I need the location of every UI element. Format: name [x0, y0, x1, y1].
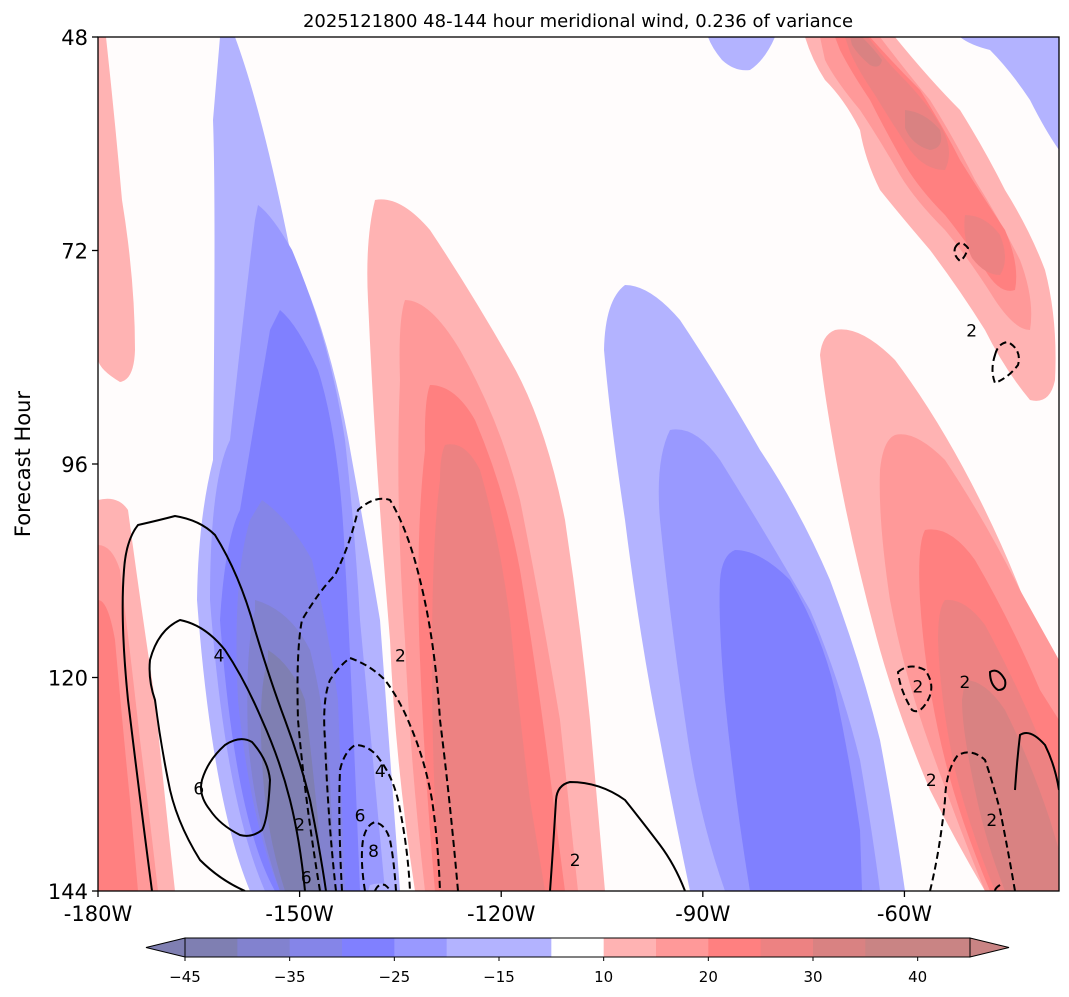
contour-label: 2 [570, 851, 581, 871]
contour-line-neg-2-mid [296, 497, 459, 891]
y-tick-label: 144 [48, 880, 88, 904]
contour-label: 6 [301, 869, 312, 889]
contour-label: 2 [960, 673, 971, 693]
x-tick-label: -120W [467, 902, 536, 926]
colorbar-extend-high [969, 937, 1010, 958]
x-tick-label: -90W [675, 902, 730, 926]
colorbar-segment [760, 938, 814, 957]
colorbar-segment [499, 938, 552, 957]
contour-fill-pos-e-5 [962, 680, 1059, 891]
colorbar-segment [813, 938, 866, 957]
contour-fill-neg-ne-2 [708, 37, 775, 71]
filled-contours [98, 37, 1059, 891]
contour-fill-neg-c-3 [719, 550, 862, 891]
y-axis-label: Forecast Hour [11, 391, 35, 537]
contour-label: 4 [214, 646, 225, 666]
contour-label: 4 [375, 762, 386, 782]
colorbar-segment [289, 938, 343, 957]
colorbar-segment [708, 938, 762, 957]
contour-line-pos-6-west [200, 738, 272, 837]
contour-line-neg-2-ne [991, 340, 1020, 385]
contour-line-pos-2-central [549, 780, 686, 891]
colorbar-tick-label: −45 [169, 968, 201, 986]
contour-fill-neg-west-6 [260, 650, 322, 891]
contour-label: 2 [986, 811, 997, 831]
contour-fill-pos-ne-1 [805, 37, 1056, 401]
contour-fill-pos-ne-7 [964, 215, 1005, 275]
contour-label: 6 [355, 806, 366, 826]
colorbar-segment [603, 938, 657, 957]
x-tick-label: -180W [64, 902, 133, 926]
x-tick-label: -60W [877, 902, 932, 926]
colorbar-segment [656, 938, 709, 957]
contour-label: 2 [926, 771, 937, 791]
colorbar-segment [551, 938, 605, 957]
line-contours [121, 242, 1059, 891]
y-tick-label: 72 [61, 240, 88, 264]
contour-label: 2 [966, 322, 977, 342]
contour-fill-pos-wc-4 [432, 444, 545, 891]
colorbar-tick-label: −25 [379, 968, 411, 986]
chart-title: 2025121800 48-144 hour meridional wind, … [303, 11, 853, 32]
colorbar-tick-label: −15 [483, 968, 515, 986]
contour-fill-neg-ne-1 [960, 37, 1059, 150]
colorbar-segment [446, 938, 500, 957]
colorbar-tick-label: 20 [699, 968, 718, 986]
contour-fill-pos-fw-top-1 [98, 37, 135, 382]
contour-line-neg-8-mid [360, 820, 397, 891]
contour-line-pos-2-east-small [988, 669, 1007, 692]
contour-label: 2 [294, 815, 305, 835]
colorbar-segment [342, 938, 395, 957]
y-tick-label: 120 [48, 667, 88, 691]
contour-line-pos-4-west [148, 618, 306, 891]
contour-line-pos-2-west-outer [121, 514, 327, 891]
x-axis: -180W -150W -120W -90W -60W [64, 891, 932, 926]
contour-label: 6 [193, 780, 204, 800]
contour-line-neg-6-mid [338, 743, 411, 891]
colorbar-tick-label: 10 [594, 968, 613, 986]
contour-label: 2 [395, 646, 406, 666]
colorbar-segment [865, 938, 919, 957]
colorbar-segment [185, 938, 238, 957]
colorbar-segment [394, 938, 448, 957]
colorbar-segment [237, 938, 291, 957]
colorbar: −45 −35 −25 −15 10 20 30 40 [145, 937, 1010, 986]
contour-fill-pos-ne-6 [905, 110, 942, 150]
colorbar-tick-label: 30 [803, 968, 822, 986]
contour-line-neg-4-mid [323, 656, 441, 891]
contour-label: 2 [912, 677, 923, 697]
colorbar-tick-label: −35 [274, 968, 306, 986]
y-tick-label: 96 [61, 453, 88, 477]
contour-fill-pos-ne-5 [850, 37, 882, 67]
contour-line-neg-bottom-small [374, 883, 391, 891]
contour-line-neg-2-ne-small [953, 242, 970, 263]
colorbar-tick-label: 40 [908, 968, 927, 986]
y-axis: 48 72 96 120 144 [48, 26, 98, 904]
y-tick-label: 48 [61, 26, 88, 50]
colorbar-segment [917, 938, 971, 957]
colorbar-extend-low [145, 937, 186, 958]
contour-line-pos-2-east [1014, 732, 1059, 791]
contour-label: 8 [368, 842, 379, 862]
contour-fill-pos-fw-bot-3 [98, 600, 138, 891]
x-tick-label: -150W [265, 902, 334, 926]
contour-line-neg-2-east-a [896, 665, 933, 713]
colorbar-frame [184, 937, 971, 958]
contour-line-neg-2-east-b [929, 751, 1016, 891]
